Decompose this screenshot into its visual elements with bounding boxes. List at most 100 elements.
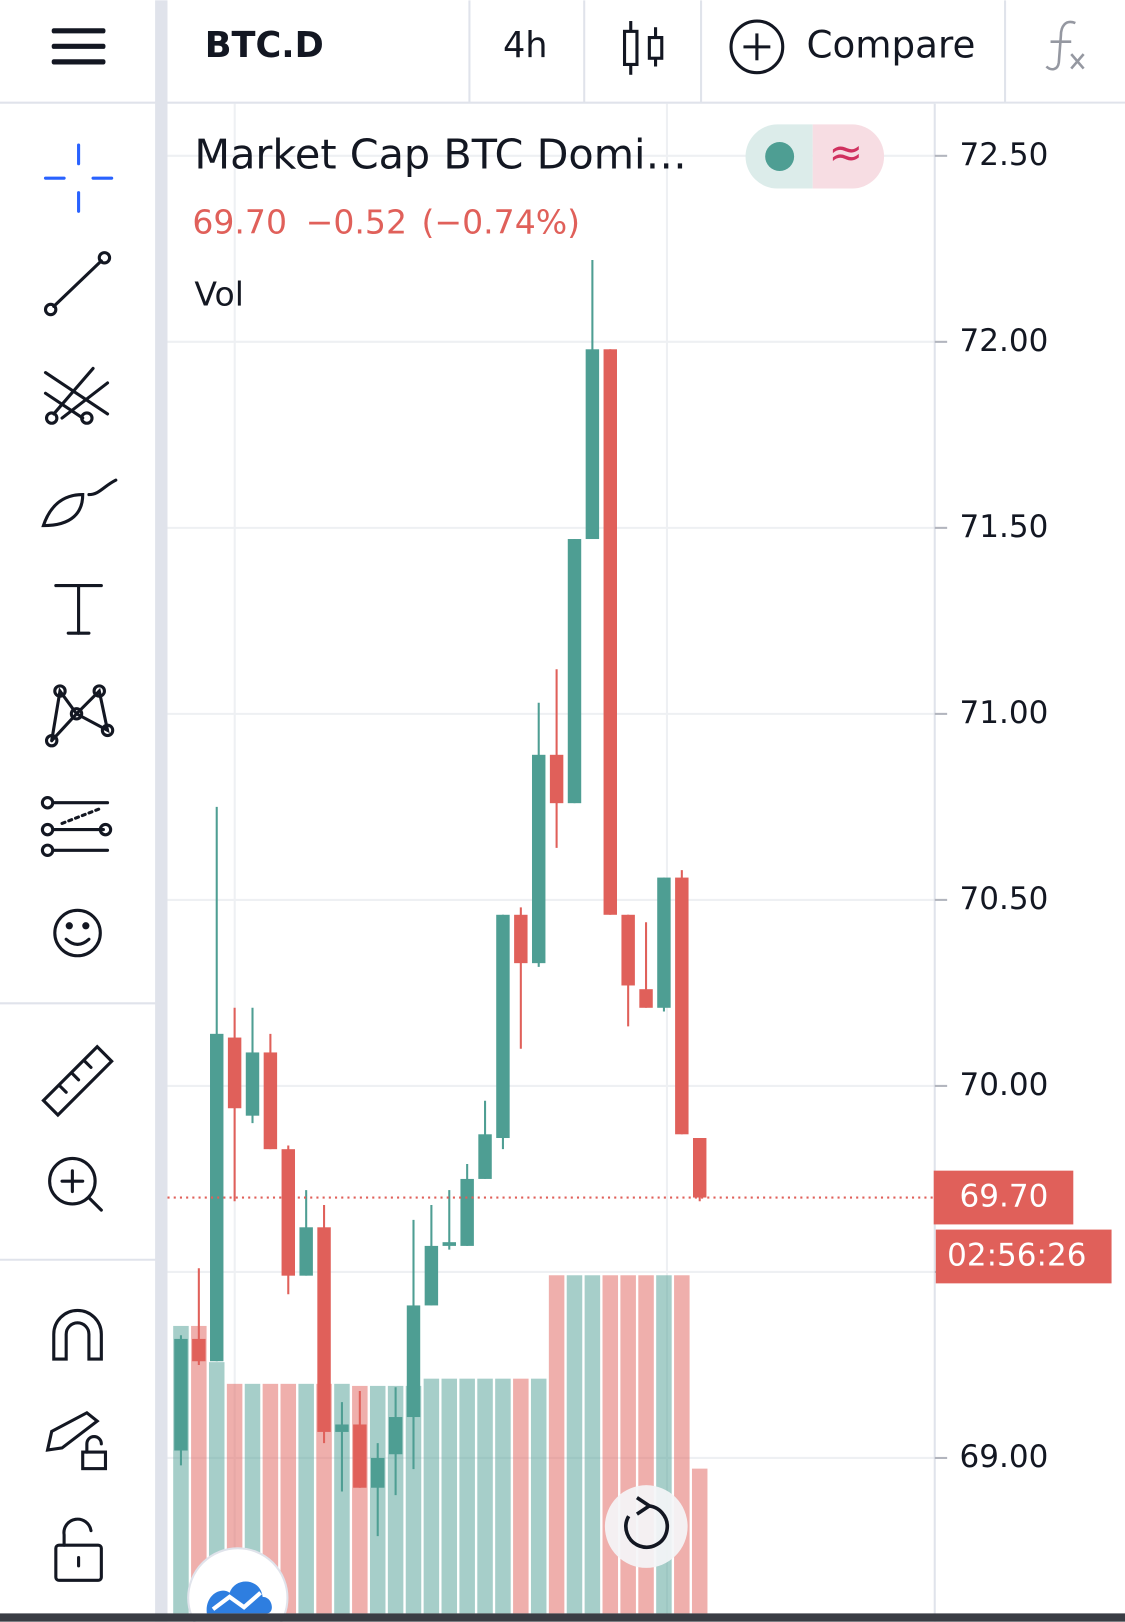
candle-body <box>496 914 510 1139</box>
volume-bar <box>334 1383 350 1614</box>
countdown-box <box>935 1229 1112 1284</box>
candle-body <box>281 1149 296 1276</box>
candle-body <box>174 1338 188 1451</box>
last-price: 69.70 02:56:26 <box>167 1170 1112 1284</box>
logo-cloud <box>206 1581 272 1614</box>
icon-circle <box>40 822 55 837</box>
left-toolbar <box>0 143 157 1582</box>
candle-body <box>478 1134 492 1179</box>
icon-circle <box>53 684 67 698</box>
candle-body <box>675 877 689 1135</box>
icon-arrow <box>624 1504 670 1549</box>
candle-body <box>549 754 564 804</box>
interval-button[interactable]: 4h <box>503 25 548 66</box>
series-title: Market Cap BTC Domi… <box>194 131 686 179</box>
candle-body <box>460 1178 474 1246</box>
ruler-tool[interactable] <box>41 1044 114 1118</box>
icon-rect <box>647 36 664 60</box>
icon-line <box>1070 53 1085 70</box>
brush-tool[interactable] <box>41 478 118 528</box>
icon-circle <box>40 796 55 810</box>
y-tick-label: 70.50 <box>960 881 1049 917</box>
candle-body <box>585 349 600 540</box>
volume-bar <box>584 1275 601 1614</box>
icon-line <box>43 371 110 416</box>
candle-body <box>567 539 582 804</box>
icon-line <box>52 259 103 308</box>
compare-button[interactable]: Compare <box>729 19 975 75</box>
lock-drawings-tool[interactable] <box>45 1410 108 1471</box>
icon-circle <box>98 822 113 837</box>
icon-pencil <box>45 1410 100 1452</box>
candle-body <box>621 914 635 986</box>
candle-body <box>192 1338 206 1362</box>
text-tool[interactable] <box>54 584 103 635</box>
crosshair-tool[interactable] <box>43 143 114 213</box>
countdown-label: 02:56:26 <box>947 1237 1086 1273</box>
menu-bar <box>51 43 106 49</box>
icon-circle <box>729 19 785 75</box>
candle-body <box>424 1245 439 1306</box>
candle-body <box>388 1417 403 1455</box>
icon-line <box>52 366 95 416</box>
icon-line <box>70 1072 81 1082</box>
legend-change: −0.52 <box>306 202 407 241</box>
candle-body <box>317 1227 331 1432</box>
indicators-button[interactable] <box>1045 20 1085 71</box>
candle-body <box>371 1457 385 1488</box>
logo-button[interactable] <box>187 1547 289 1622</box>
fib-tool[interactable] <box>43 366 110 425</box>
reset-button[interactable] <box>604 1485 688 1568</box>
icon-circle <box>80 411 94 425</box>
icon-circle <box>44 411 59 425</box>
icon-circle <box>53 908 102 958</box>
volume-bar <box>566 1275 583 1614</box>
icon-lock <box>54 1543 103 1582</box>
symbol-button[interactable]: BTC.D <box>205 25 324 66</box>
y-tick-label: 69.00 <box>960 1439 1049 1475</box>
volume-bar <box>548 1275 565 1614</box>
candle-body <box>406 1305 421 1418</box>
toggle-right <box>812 124 885 189</box>
icon-circle <box>43 302 58 317</box>
forecast-tool[interactable] <box>40 796 113 858</box>
legend-change-percent: (−0.74%) <box>421 202 580 241</box>
icon-lock <box>85 1435 103 1454</box>
last-price-label: 69.70 <box>960 1179 1049 1215</box>
price-axis <box>934 103 1125 1622</box>
candle-body <box>639 989 653 1008</box>
candle-body <box>603 349 617 915</box>
icon-f <box>1045 20 1076 71</box>
volume-bar <box>441 1378 458 1614</box>
volume-bar <box>298 1383 314 1614</box>
icon-line <box>60 807 101 825</box>
volume-bar <box>459 1378 475 1614</box>
visibility-toggle[interactable]: ≈ <box>745 124 885 189</box>
volume-bar <box>495 1378 511 1614</box>
icon-circle <box>48 1156 97 1206</box>
icon-ruler <box>41 1044 114 1118</box>
volume-bar <box>674 1275 690 1614</box>
volume-bar <box>262 1383 279 1614</box>
volume-bar <box>405 1385 422 1614</box>
icon-smile <box>64 937 91 946</box>
toggle-symbol: ≈ <box>828 128 863 176</box>
zoom-tool[interactable] <box>48 1156 103 1212</box>
lock-tool[interactable] <box>54 1517 103 1582</box>
candle-body <box>692 1138 707 1198</box>
icon-lock <box>62 1517 93 1547</box>
candle-body <box>353 1424 367 1488</box>
emoji-tool[interactable] <box>53 908 102 958</box>
chart-type-button[interactable] <box>622 21 664 75</box>
logo-line <box>211 1591 262 1611</box>
legend-values: 69.70 −0.52 (−0.74%) <box>192 202 580 241</box>
menu-button[interactable] <box>51 28 106 65</box>
icon-circle <box>100 723 115 738</box>
pattern-tool[interactable] <box>44 684 115 748</box>
magnet-tool[interactable] <box>52 1308 103 1361</box>
legend-price: 69.70 <box>192 202 287 241</box>
candle-body <box>299 1227 313 1276</box>
icon-circle <box>97 251 112 265</box>
trendline-tool[interactable] <box>43 251 112 317</box>
